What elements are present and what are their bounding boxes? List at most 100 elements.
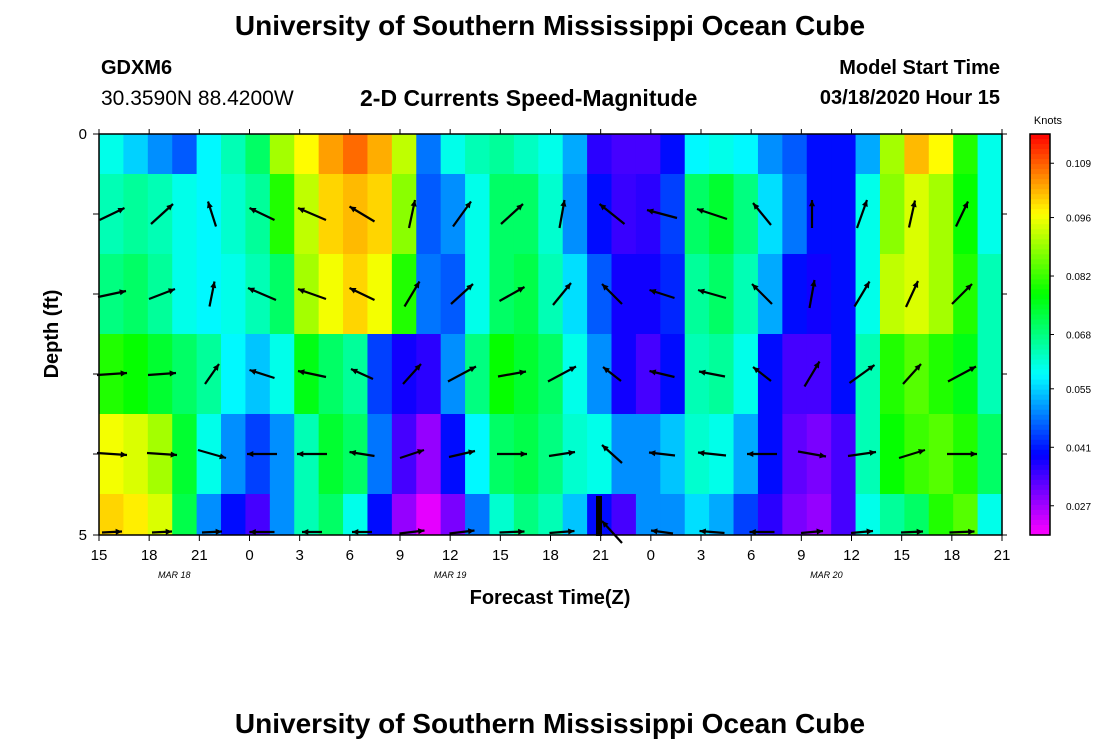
colorbar-segment (1030, 259, 1050, 265)
heatmap-cell (855, 334, 881, 414)
colorbar-segment (1030, 239, 1050, 245)
current-vector (552, 282, 572, 306)
colorbar-tick-label: 0.068 (1066, 331, 1091, 342)
heatmap-cell (757, 494, 783, 535)
heatmap-cell (147, 494, 173, 535)
heatmap-cell (635, 254, 661, 334)
heatmap-cell (757, 134, 783, 174)
heatmap-cell (465, 134, 491, 174)
current-vector (208, 281, 217, 307)
current-vector (850, 528, 874, 535)
colorbar-segment (1030, 369, 1050, 376)
current-vector (696, 207, 728, 221)
heatmap-cell (123, 134, 149, 174)
heatmap-cell (416, 494, 442, 535)
heatmap-cell (684, 334, 710, 414)
colorbar-tick-label: 0.027 (1066, 502, 1091, 513)
colorbar-segment (1030, 289, 1050, 295)
current-vector (549, 528, 575, 535)
model-start-value: 03/18/2020 Hour 15 (819, 87, 1000, 109)
current-vector (101, 528, 123, 535)
current-vector (150, 203, 174, 225)
heatmap-cell (465, 494, 491, 535)
heatmap-cell (611, 174, 637, 254)
current-vector (349, 449, 375, 458)
station-id: GDXM6 (101, 57, 173, 79)
heatmap-cell (635, 134, 661, 174)
heatmap-cell (782, 134, 808, 174)
current-vector (808, 200, 816, 228)
colorbar-segment (1030, 234, 1050, 240)
current-vector (698, 369, 726, 378)
current-vector (800, 528, 824, 535)
heatmap-cell (855, 134, 881, 174)
colorbar-segment (1030, 229, 1050, 235)
current-vector (907, 200, 917, 228)
heatmap-cell (123, 254, 149, 334)
current-vector (697, 288, 727, 300)
x-tick-label: 21 (592, 547, 609, 564)
current-vector (749, 528, 775, 536)
current-vector (497, 369, 527, 378)
heatmap-cell (489, 134, 515, 174)
y-axis-label: Depth (ft) (41, 290, 63, 379)
heatmap-cell (635, 494, 661, 535)
heatmap-cell (123, 494, 149, 535)
heatmap-cell (221, 334, 247, 414)
x-tick-label: 0 (245, 547, 253, 564)
colorbar-segment (1030, 394, 1050, 401)
x-tick-label: 18 (943, 547, 960, 564)
colorbar-segment (1030, 429, 1050, 436)
colorbar-segment (1030, 524, 1050, 531)
current-vector (297, 369, 327, 379)
heatmap-cell (855, 174, 881, 254)
heatmap-cell (806, 254, 832, 334)
y-axis: 05 (79, 126, 1007, 544)
colorbar-tick-label: 0.096 (1066, 214, 1091, 225)
heatmap-cell (855, 494, 881, 535)
current-vector (148, 287, 176, 301)
heatmap-cell (977, 494, 1003, 535)
heatmap-cell (733, 494, 759, 535)
heatmap-cell (904, 334, 930, 414)
current-vector (447, 365, 477, 383)
heatmap-cell (123, 414, 149, 494)
current-vector (601, 283, 623, 305)
colorbar-segment (1030, 164, 1050, 170)
heatmap-cell (269, 174, 295, 254)
date-label: MAR 20 (810, 570, 843, 580)
x-tick-label: 18 (542, 547, 559, 564)
colorbar-segment (1030, 249, 1050, 255)
heatmap-cell (221, 414, 247, 494)
heatmap-cell (294, 174, 320, 254)
heatmap-cell (465, 414, 491, 494)
colorbar-segment (1030, 174, 1050, 180)
colorbar-segment (1030, 364, 1050, 371)
current-vector (450, 283, 474, 305)
colorbar-segment (1030, 199, 1050, 205)
heatmap-cell (879, 174, 905, 254)
heatmap-cell (782, 174, 808, 254)
colorbar-segment (1030, 389, 1050, 396)
colorbar-segment (1030, 274, 1050, 280)
heatmap-cell (831, 494, 857, 535)
current-vector (352, 528, 372, 536)
heatmap-cell (635, 334, 661, 414)
current-vector (803, 360, 821, 388)
colorbar-segment (1030, 159, 1050, 165)
heatmap-cell (318, 254, 344, 334)
heatmap-cell (806, 134, 832, 174)
colorbar-segment (1030, 334, 1050, 341)
heatmap-cell (611, 414, 637, 494)
current-vector (407, 199, 417, 229)
page-title: University of Southern Mississippi Ocean… (234, 10, 866, 41)
x-axis-label: Forecast Time(Z) (470, 587, 631, 609)
current-vector (96, 451, 128, 458)
heatmap-cell (904, 134, 930, 174)
colorbar-segment (1030, 324, 1050, 331)
colorbar-segment (1030, 384, 1050, 391)
date-label: MAR 18 (158, 570, 191, 580)
colorbar-segment (1030, 514, 1050, 521)
heatmap-cell (99, 134, 125, 174)
